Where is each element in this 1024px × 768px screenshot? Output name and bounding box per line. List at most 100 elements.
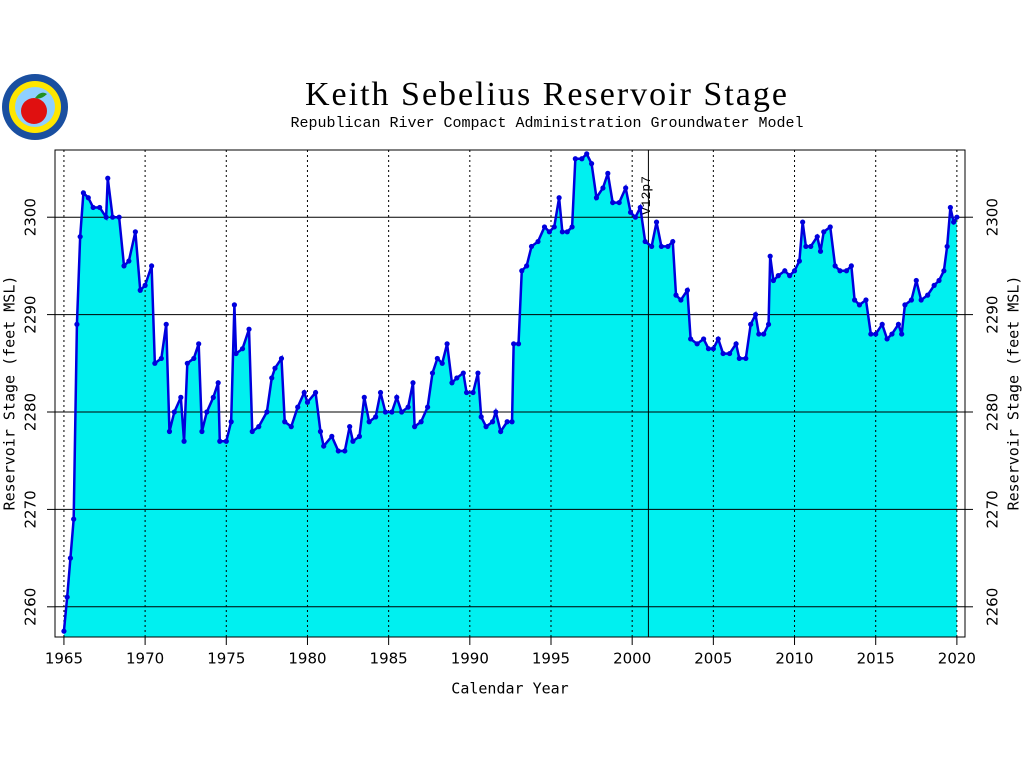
- y-tick-label: 2270: [22, 490, 40, 528]
- data-point: [399, 409, 405, 415]
- data-point: [736, 355, 742, 362]
- data-point: [884, 336, 890, 342]
- data-point: [166, 428, 173, 435]
- data-point: [705, 346, 712, 352]
- data-point: [863, 297, 869, 303]
- data-point: [223, 438, 229, 444]
- data-point: [74, 321, 80, 327]
- x-tick-label: 1985: [370, 650, 408, 668]
- data-point: [282, 419, 288, 425]
- data-point: [137, 287, 143, 293]
- data-point: [382, 409, 388, 415]
- data-point: [171, 409, 177, 415]
- data-point: [71, 516, 77, 522]
- data-point: [347, 424, 353, 430]
- x-tick-label: 2020: [938, 650, 976, 668]
- data-point: [449, 380, 455, 386]
- data-point: [670, 238, 676, 245]
- data-point: [335, 448, 341, 454]
- data-point: [288, 424, 294, 430]
- data-point: [541, 224, 548, 230]
- data-point: [787, 273, 793, 279]
- data-point: [498, 428, 504, 435]
- data-point: [67, 555, 74, 561]
- data-point: [460, 370, 466, 376]
- y-axis-label: Reservoir Stage (feet MSL): [1, 276, 19, 511]
- data-point: [551, 224, 557, 230]
- data-point: [848, 263, 854, 269]
- data-point: [199, 428, 205, 435]
- data-point: [733, 341, 739, 347]
- x-tick-label: 2005: [694, 650, 732, 668]
- data-point: [377, 389, 384, 396]
- data-point: [743, 355, 749, 362]
- data-point: [489, 419, 496, 425]
- data-point: [405, 404, 411, 410]
- data-point: [231, 302, 238, 308]
- data-point: [126, 258, 132, 264]
- data-point: [726, 350, 733, 357]
- data-point: [105, 175, 111, 181]
- data-point: [64, 594, 70, 600]
- data-point: [895, 321, 902, 327]
- chart-subtitle: Republican River Compact Administration …: [290, 115, 803, 132]
- data-point: [528, 243, 535, 250]
- data-point: [556, 195, 562, 201]
- data-point: [954, 214, 960, 220]
- data-point: [121, 263, 127, 269]
- data-point: [204, 409, 210, 415]
- data-point: [389, 409, 395, 415]
- data-point: [649, 243, 655, 250]
- x-tick-label: 2015: [857, 650, 895, 668]
- data-point: [217, 438, 223, 444]
- data-point: [454, 375, 460, 381]
- data-point: [947, 204, 953, 211]
- data-point: [191, 355, 197, 362]
- data-point: [832, 263, 838, 269]
- plot-frame: [54, 149, 966, 638]
- data-point: [782, 268, 788, 274]
- data-point: [342, 448, 348, 454]
- x-tick-label: 1965: [45, 650, 83, 668]
- data-point: [908, 297, 915, 303]
- data-point: [658, 243, 664, 250]
- data-point: [85, 195, 91, 201]
- data-point: [688, 336, 694, 342]
- data-point: [184, 360, 190, 366]
- data-point: [851, 297, 858, 303]
- x-tick-label: 2000: [613, 650, 651, 668]
- data-point: [439, 360, 445, 366]
- data-point: [843, 268, 850, 274]
- data-point: [178, 394, 184, 400]
- data-point: [475, 370, 481, 376]
- data-point: [152, 360, 158, 366]
- area: [63, 153, 957, 637]
- data-point: [546, 229, 552, 235]
- data-point: [564, 229, 570, 235]
- data-point: [519, 268, 525, 274]
- data-point: [425, 404, 431, 410]
- data-point: [808, 243, 814, 250]
- data-point: [715, 336, 721, 342]
- data-point: [791, 268, 798, 274]
- data-point: [524, 263, 530, 269]
- data-point: [149, 263, 155, 269]
- data-point: [228, 419, 234, 425]
- data-point: [925, 292, 931, 298]
- data-point: [761, 331, 767, 337]
- x-tick-label: 1975: [207, 650, 245, 668]
- data-point: [579, 156, 585, 162]
- data-point: [233, 350, 239, 357]
- y2-tick-label: 2280: [984, 393, 1002, 431]
- data-point: [765, 321, 772, 327]
- data-point: [684, 287, 690, 293]
- data-point: [600, 185, 606, 191]
- y-tick-label: 2280: [22, 393, 40, 431]
- data-point: [748, 321, 754, 327]
- data-point: [366, 419, 372, 425]
- data-point: [665, 243, 671, 250]
- x-tick-label: 1970: [126, 650, 164, 668]
- data-point: [775, 273, 781, 279]
- data-point: [304, 399, 311, 405]
- data-point: [269, 375, 275, 381]
